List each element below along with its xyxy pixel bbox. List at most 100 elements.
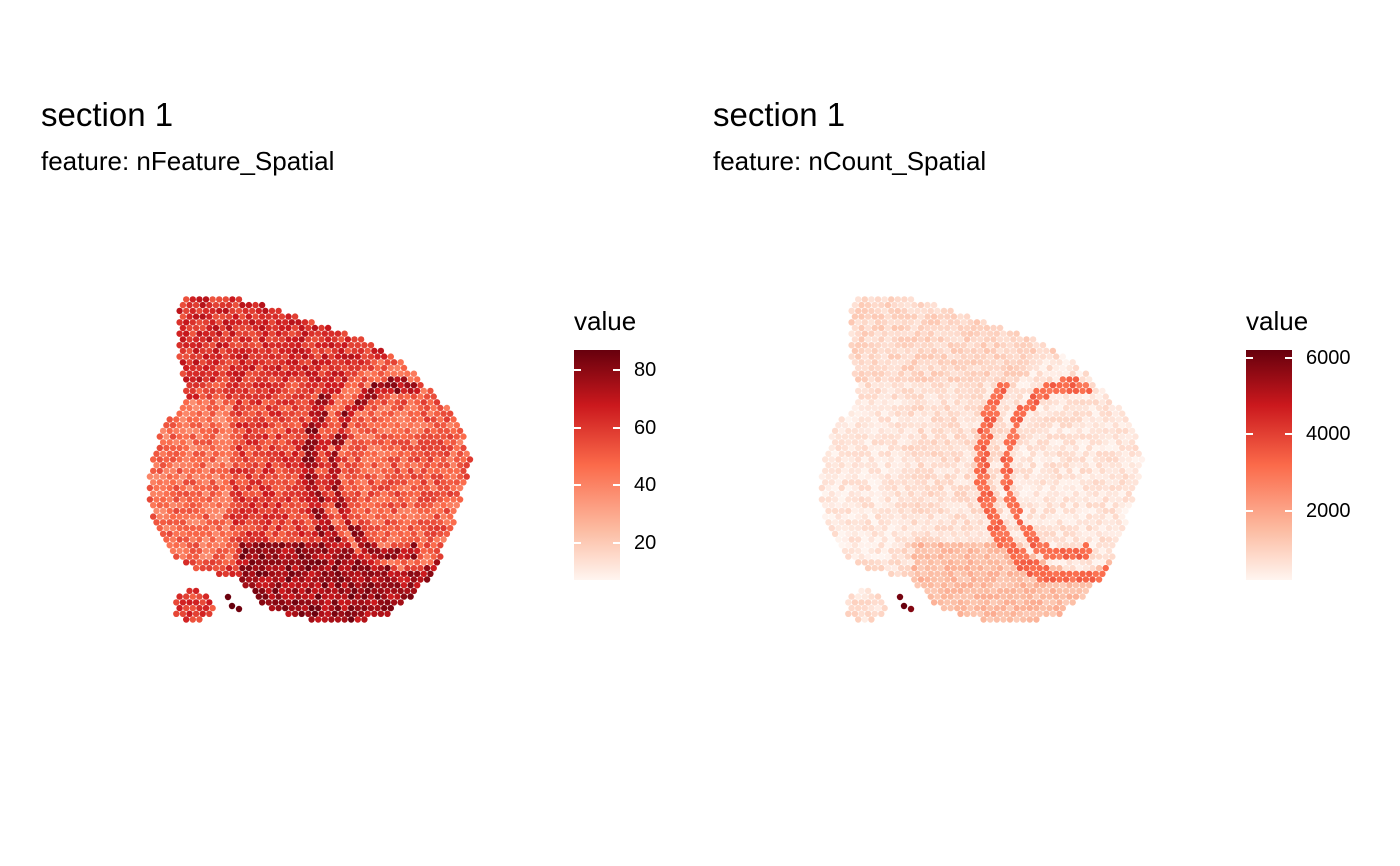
spot-point xyxy=(397,599,404,606)
spot-point xyxy=(275,307,282,315)
spot-point xyxy=(947,479,954,486)
spot-point xyxy=(460,467,467,475)
spot-point xyxy=(970,496,977,503)
spot-point xyxy=(255,502,262,509)
spot-point xyxy=(921,353,928,360)
spot-point xyxy=(334,513,342,520)
spot-point xyxy=(212,484,220,492)
spot-point xyxy=(367,433,375,440)
spot-point xyxy=(911,530,918,537)
spot-point xyxy=(341,353,348,360)
spot-point xyxy=(950,587,958,595)
spot-point xyxy=(301,559,309,566)
spot-point xyxy=(357,564,365,572)
spot-point xyxy=(937,564,944,572)
spot-point xyxy=(272,450,279,457)
spot-point xyxy=(1076,382,1083,389)
spot-point xyxy=(295,433,302,440)
spot-point xyxy=(1122,439,1129,446)
spot-point xyxy=(235,536,243,543)
spot-point xyxy=(381,364,388,372)
spot-point xyxy=(315,513,322,520)
spot-point xyxy=(189,513,196,520)
spot-point xyxy=(950,370,958,377)
spot-point xyxy=(894,513,901,520)
spot-point xyxy=(1046,456,1053,463)
spot-point xyxy=(874,330,882,337)
spot-point xyxy=(344,439,352,446)
spot-point xyxy=(855,502,862,509)
spot-point xyxy=(891,496,898,503)
spot-point xyxy=(1013,410,1020,417)
spot-point xyxy=(433,467,441,475)
spot-point xyxy=(868,616,875,623)
spot-point xyxy=(845,484,852,492)
spot-point xyxy=(881,604,888,612)
spot-point xyxy=(1056,553,1063,560)
spot-point xyxy=(1112,502,1119,509)
spot-point xyxy=(1059,376,1066,383)
spot-point xyxy=(344,393,352,400)
spot-point xyxy=(841,444,849,452)
spot-point xyxy=(1069,599,1076,606)
spot-point xyxy=(324,427,332,435)
spot-point xyxy=(192,382,200,389)
spot-point xyxy=(423,416,431,423)
spot-point xyxy=(954,502,961,509)
spot-point xyxy=(275,422,282,429)
spot-point xyxy=(924,450,931,457)
spot-point xyxy=(874,387,882,395)
spot-point xyxy=(232,507,239,515)
spot-point xyxy=(318,324,325,332)
spot-point xyxy=(338,404,345,412)
spot-point xyxy=(249,570,256,577)
spot-point xyxy=(1013,433,1020,440)
spot-point xyxy=(417,496,424,503)
spot-point xyxy=(354,444,361,452)
spot-point xyxy=(192,530,200,537)
spot-point xyxy=(894,502,901,509)
spot-point xyxy=(361,353,368,360)
spot-point xyxy=(855,456,862,463)
spot-point xyxy=(947,456,954,463)
spot-point xyxy=(354,364,361,372)
spot-point xyxy=(1125,444,1132,452)
spot-point xyxy=(1003,587,1010,595)
spot-point xyxy=(361,410,368,417)
spot-point xyxy=(285,324,292,332)
spot-point xyxy=(1069,404,1076,412)
spot-point xyxy=(331,427,338,435)
spot-point xyxy=(331,507,338,515)
spatial-plot xyxy=(818,296,1146,623)
spot-point xyxy=(400,444,408,452)
spot-point xyxy=(983,427,991,435)
spot-point xyxy=(166,450,173,457)
spot-point xyxy=(963,336,971,343)
spot-point xyxy=(831,427,839,435)
spot-point xyxy=(206,610,213,617)
spot-point xyxy=(374,456,381,463)
spot-point xyxy=(404,507,411,515)
spot-point xyxy=(242,353,249,360)
spot-point xyxy=(911,359,918,366)
spot-point xyxy=(199,484,206,492)
spot-point xyxy=(1105,399,1113,406)
spot-point xyxy=(1033,467,1040,475)
spot-point xyxy=(400,467,408,475)
spot-point xyxy=(206,393,213,400)
spot-point xyxy=(1033,353,1040,360)
spot-point xyxy=(196,444,203,452)
spot-point xyxy=(381,490,388,497)
spot-point xyxy=(1086,536,1093,543)
spot-point xyxy=(252,587,259,595)
spot-point xyxy=(275,502,282,509)
spot-point xyxy=(874,479,882,486)
spot-point xyxy=(179,484,187,492)
spot-point xyxy=(973,364,981,372)
spot-point xyxy=(179,610,187,617)
spot-point xyxy=(301,433,309,440)
spot-point xyxy=(357,439,365,446)
spot-point xyxy=(196,593,203,600)
spot-point xyxy=(305,439,312,446)
spot-point xyxy=(1026,444,1033,452)
